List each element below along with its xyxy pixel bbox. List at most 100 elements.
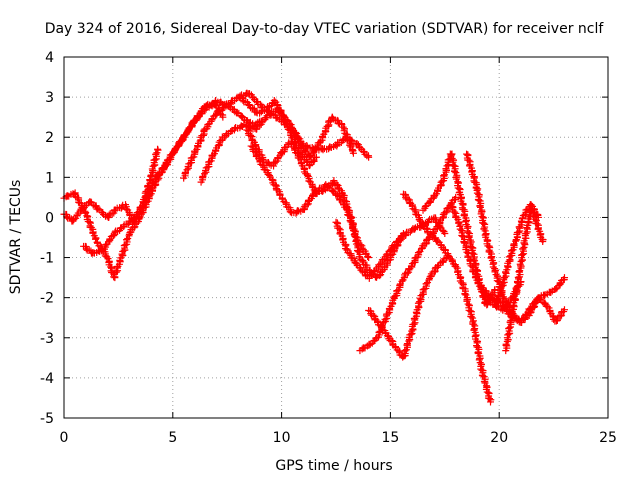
data-point	[388, 243, 396, 251]
data-point	[403, 269, 411, 277]
data-point	[533, 220, 541, 228]
data-point	[384, 310, 392, 318]
data-point	[346, 141, 354, 149]
data-point	[149, 162, 157, 170]
data-point	[97, 246, 105, 254]
data-point	[547, 288, 555, 296]
data-point	[217, 99, 225, 107]
data-point	[443, 204, 451, 212]
data-point	[349, 149, 357, 157]
data-point	[515, 268, 523, 276]
x-tick-label: 5	[168, 430, 177, 446]
data-point	[247, 131, 255, 139]
data-point	[386, 246, 394, 254]
data-point	[303, 201, 311, 209]
data-point	[123, 236, 131, 244]
data-point	[415, 216, 423, 224]
data-point	[178, 138, 186, 146]
data-point	[463, 150, 471, 158]
data-point	[204, 120, 212, 128]
data-point	[499, 279, 507, 287]
y-tick-label: 3	[45, 90, 54, 106]
data-point	[151, 156, 159, 164]
data-point	[102, 241, 110, 249]
data-point	[498, 283, 506, 291]
y-tick-label: 1	[45, 170, 54, 186]
x-tick-label: 15	[381, 430, 399, 446]
data-point	[478, 213, 486, 221]
series-sat-track-2	[60, 145, 162, 226]
data-point	[431, 191, 439, 199]
data-point	[219, 113, 227, 121]
data-point	[365, 153, 373, 161]
data-point	[135, 209, 143, 217]
y-tick-label: 0	[45, 210, 54, 226]
data-point	[200, 170, 208, 178]
data-point	[451, 208, 459, 216]
data-point	[375, 261, 383, 269]
data-point	[148, 179, 156, 187]
data-point	[492, 271, 500, 279]
x-axis-label: GPS time / hours	[275, 458, 392, 474]
data-point	[467, 313, 475, 321]
data-point	[357, 241, 365, 249]
data-point	[309, 191, 317, 199]
data-points	[60, 89, 568, 406]
series-sat-track-3	[80, 96, 264, 257]
data-point	[522, 229, 530, 237]
data-point	[440, 172, 448, 180]
x-tick-label: 20	[490, 430, 508, 446]
data-point	[443, 162, 451, 170]
data-point	[398, 277, 406, 285]
data-point	[257, 108, 265, 116]
y-tick-label: -4	[40, 371, 54, 387]
data-point	[344, 136, 352, 144]
data-point	[227, 127, 235, 135]
data-point	[110, 231, 118, 239]
data-point	[525, 305, 533, 313]
data-point	[382, 251, 390, 259]
data-point	[365, 254, 373, 262]
data-point	[434, 237, 442, 245]
series-sat-track-18	[480, 201, 547, 305]
data-point	[506, 318, 514, 326]
data-point	[560, 274, 568, 282]
data-point	[485, 395, 493, 403]
data-point	[270, 96, 278, 104]
chart-title: Day 324 of 2016, Sidereal Day-to-day VTE…	[45, 21, 605, 37]
data-point	[364, 252, 372, 260]
series-sat-track-16	[491, 294, 568, 326]
data-point	[543, 302, 551, 310]
data-point	[396, 281, 404, 289]
data-point	[422, 240, 430, 248]
data-point	[122, 205, 130, 213]
data-point	[183, 166, 191, 174]
data-point	[463, 248, 471, 256]
series-sat-track-12	[399, 190, 495, 406]
x-tick-label: 10	[273, 430, 291, 446]
data-point	[334, 191, 342, 199]
y-tick-label: -2	[40, 291, 54, 307]
data-point	[256, 121, 264, 129]
data-point	[557, 312, 565, 320]
data-point	[295, 154, 303, 162]
data-point	[277, 149, 285, 157]
data-point	[442, 209, 450, 217]
data-point	[376, 272, 384, 280]
data-point	[290, 143, 298, 151]
grid	[64, 57, 608, 418]
data-point	[266, 171, 274, 179]
data-point	[289, 134, 297, 142]
data-point	[167, 151, 175, 159]
data-point	[512, 237, 520, 245]
data-point	[422, 280, 430, 288]
data-point	[105, 211, 113, 219]
data-point	[388, 337, 396, 345]
data-point	[369, 311, 377, 319]
data-point	[352, 233, 360, 241]
data-point	[452, 262, 460, 270]
data-point	[274, 186, 282, 194]
plot-frame	[63, 56, 609, 419]
data-point	[431, 268, 439, 276]
